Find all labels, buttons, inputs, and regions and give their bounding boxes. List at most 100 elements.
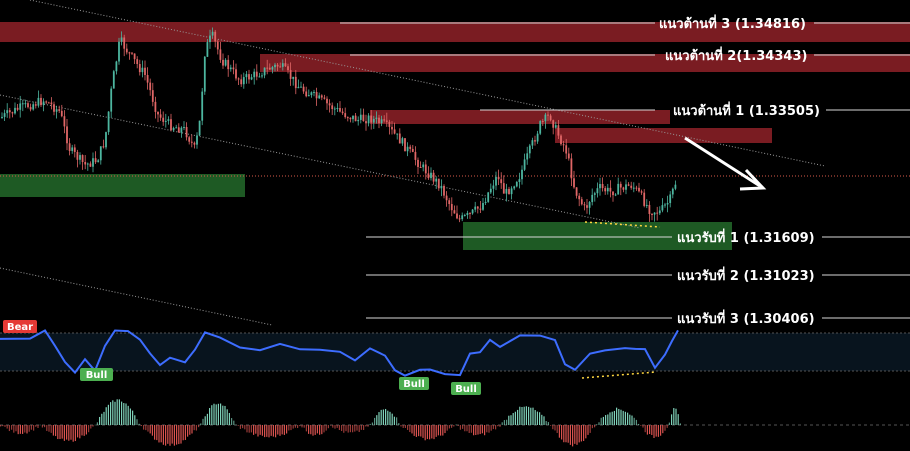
candle-body [209, 35, 211, 43]
histogram-bar [145, 425, 147, 431]
histogram-bar [248, 425, 250, 433]
candle-body [640, 191, 643, 193]
candle-body [172, 127, 175, 131]
histogram-bar [158, 425, 160, 443]
candle-body [131, 52, 133, 54]
candle-body [89, 163, 92, 167]
histogram-bar [4, 425, 6, 427]
candle-body [333, 108, 336, 110]
histogram-bar [48, 425, 50, 432]
candle-body [505, 188, 508, 194]
candle-body [409, 146, 412, 149]
histogram-bar [543, 416, 545, 425]
histogram-bar [616, 407, 618, 425]
candle-body [453, 210, 456, 214]
histogram-bar [336, 425, 338, 428]
histogram-bar [235, 424, 237, 426]
candle-body [669, 194, 672, 204]
forecast-arrow [684, 136, 767, 191]
candle-body [349, 117, 352, 120]
histogram-bar [211, 405, 213, 425]
candle-body [154, 101, 157, 112]
histogram-bar [79, 425, 81, 439]
histogram-bar [189, 425, 191, 435]
histogram-bar [8, 425, 10, 432]
histogram-bar [349, 425, 351, 433]
candle-body [219, 49, 222, 60]
candle-body [567, 153, 570, 159]
candle-body [71, 147, 74, 151]
histogram-bar [187, 425, 189, 437]
candle-body [380, 119, 383, 124]
candle-body [323, 97, 326, 99]
histogram-bar [171, 425, 173, 444]
candle-body [81, 155, 84, 163]
candle-body [196, 135, 198, 145]
bear-tag [3, 320, 37, 333]
histogram-bar [666, 425, 668, 428]
histogram-bar [475, 425, 477, 436]
histogram-bar [215, 404, 217, 425]
histogram-bar [613, 410, 615, 425]
histogram-bar [338, 425, 340, 431]
histogram-bar [556, 425, 558, 433]
histogram-bar [574, 425, 576, 444]
candle-body [479, 208, 482, 210]
candle-body [635, 187, 638, 189]
levels-layer: แนวต้านที่ 3 (1.34816) แนวต้านที่ 2(1.343… [340, 14, 910, 327]
candle-body [180, 127, 183, 133]
candle-body [365, 121, 367, 124]
histogram-bar [532, 407, 534, 425]
histogram-bar [631, 415, 633, 425]
candle-body [279, 66, 282, 68]
histogram-bar [618, 408, 620, 425]
candle-body [549, 115, 552, 121]
candle-body [227, 59, 230, 70]
candle-body [443, 185, 445, 196]
candle-body [422, 164, 425, 168]
histogram-bar [107, 404, 109, 425]
candle-body [320, 95, 323, 98]
histogram-bar [316, 425, 318, 434]
candle-body [331, 105, 334, 110]
histogram-bar [176, 425, 178, 445]
candle-body [406, 146, 409, 152]
histogram-bar [409, 425, 411, 433]
candle-body [344, 113, 347, 118]
histogram-bar [448, 425, 450, 429]
histogram-bar [217, 403, 219, 425]
candle-body [401, 138, 404, 144]
candle-body [45, 101, 48, 103]
histogram-bar [503, 420, 505, 425]
histogram-bar [325, 425, 327, 431]
histogram-bar [629, 414, 631, 425]
histogram-bar [140, 425, 142, 427]
bull-tag [80, 368, 113, 381]
candle-body [19, 103, 22, 110]
candle-body [42, 101, 45, 106]
histogram-bar [415, 425, 417, 437]
candle-body [167, 119, 170, 121]
histogram-bar [204, 416, 206, 425]
candle-body [284, 63, 287, 67]
candle-body [437, 178, 440, 189]
histogram-bar [330, 425, 332, 426]
histogram-bar [367, 425, 369, 427]
histogram-bar [358, 425, 360, 432]
candle-body [461, 215, 464, 220]
histogram-bar [490, 425, 492, 431]
histogram-bar [143, 425, 145, 430]
histogram-bar [440, 425, 442, 436]
bear-tag-label: Bear [7, 322, 33, 333]
histogram-bar [609, 412, 611, 425]
histogram-bar [378, 412, 380, 425]
candle-body [164, 120, 167, 122]
histogram-bar [541, 414, 543, 425]
histogram-bar [624, 411, 626, 425]
candle-body [448, 200, 451, 205]
histogram-bar [558, 425, 560, 438]
histogram-bar [446, 425, 448, 431]
histogram-bar [90, 425, 92, 429]
histogram-bar [206, 413, 208, 425]
